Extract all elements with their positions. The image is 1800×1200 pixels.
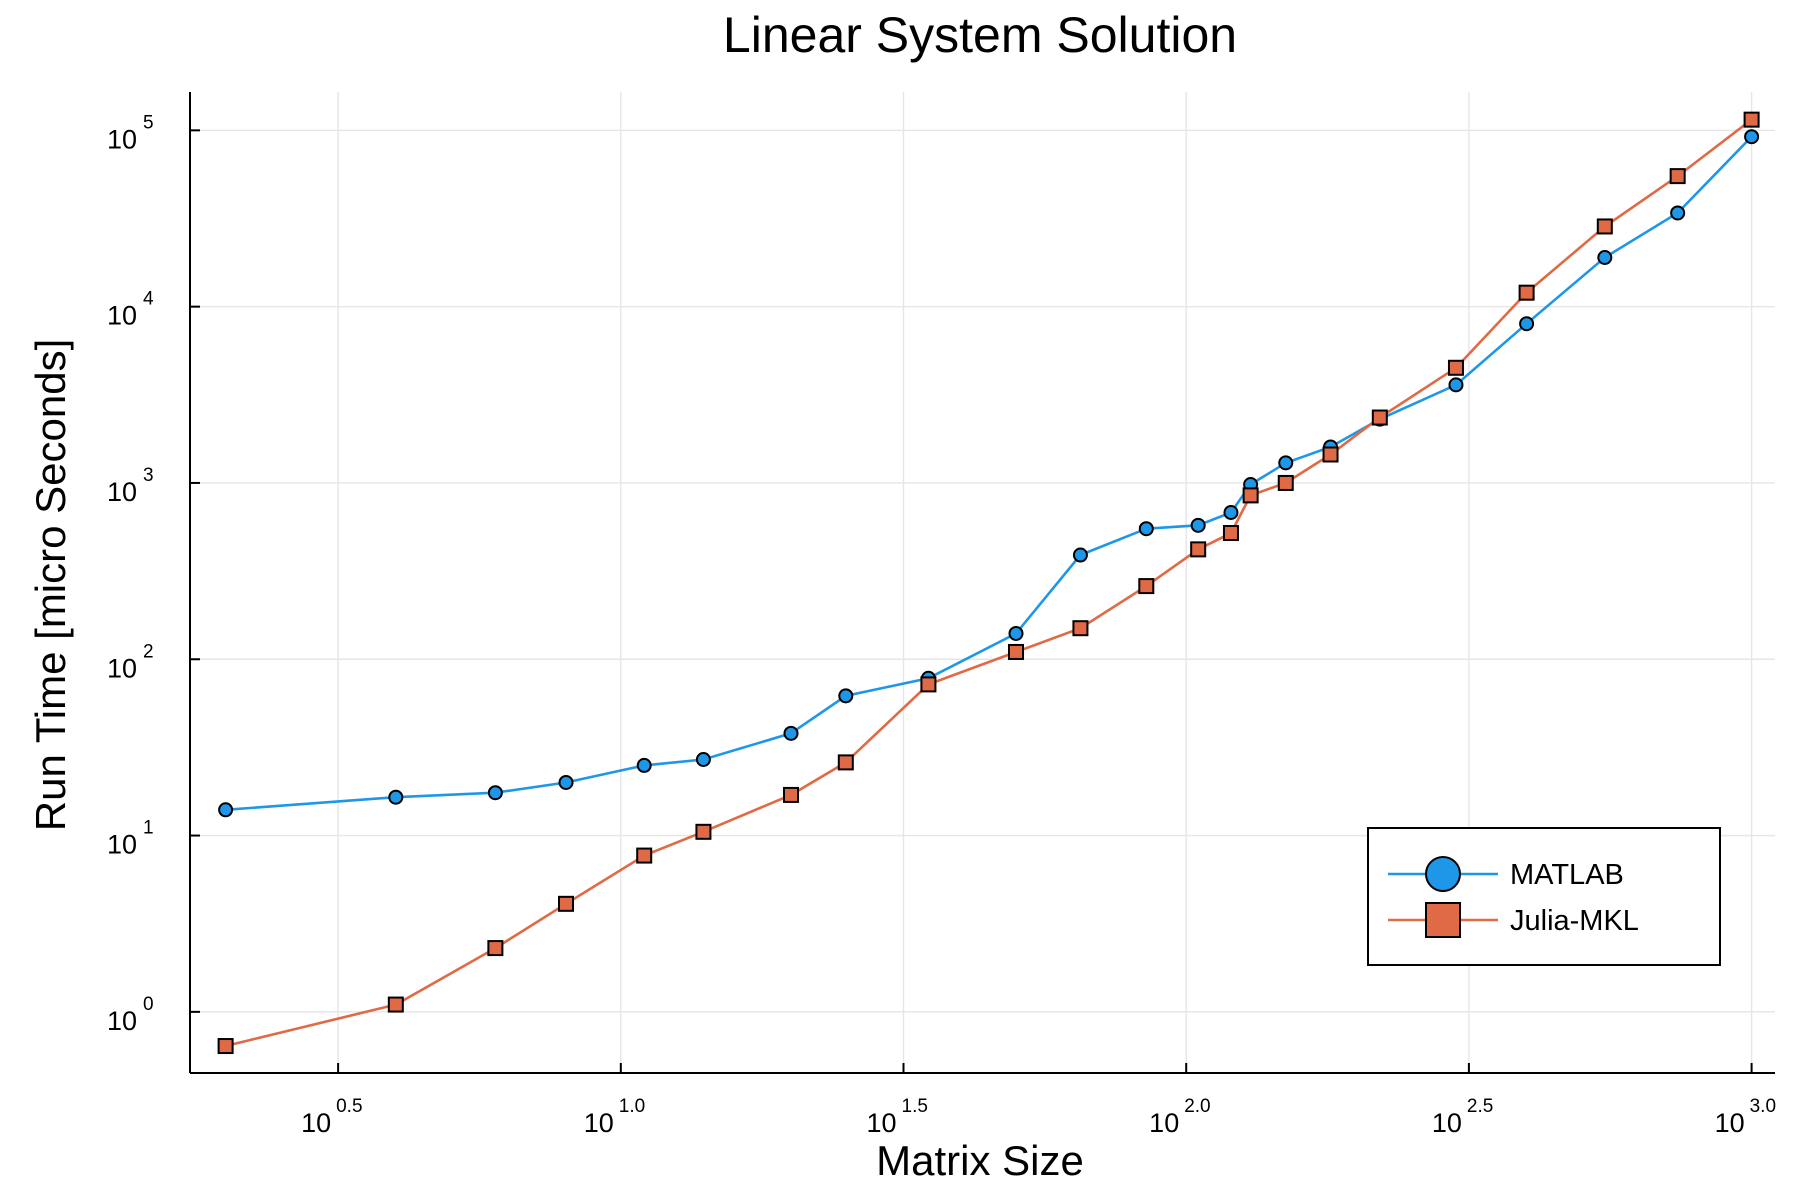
data-point-matlab xyxy=(1448,377,1464,393)
data-point-matlab xyxy=(838,688,854,704)
legend-label-matlab: MATLAB xyxy=(1510,859,1624,891)
y-tick-label: 10 xyxy=(107,653,137,683)
series-matlab xyxy=(218,129,1760,818)
x-tick-label: 10 xyxy=(584,1108,614,1138)
series-group xyxy=(217,111,1760,1055)
grid-lines xyxy=(190,92,1775,1073)
x-tick-exponent: 2.0 xyxy=(1184,1096,1210,1117)
y-tick-label: 10 xyxy=(107,301,137,331)
x-tick-label: 10 xyxy=(1149,1108,1179,1138)
data-point-matlab xyxy=(218,802,234,818)
data-point-matlab xyxy=(558,774,574,790)
data-point-julia-mkl xyxy=(387,996,404,1013)
x-tick-label: 10 xyxy=(866,1108,896,1138)
data-point-julia-mkl xyxy=(1277,474,1294,491)
y-axis-label: Run Time [micro Seconds] xyxy=(27,339,74,832)
y-tick-exponent: 1 xyxy=(143,818,154,839)
data-point-matlab xyxy=(388,789,404,805)
data-point-julia-mkl xyxy=(1190,541,1207,558)
data-point-julia-mkl xyxy=(487,940,504,957)
data-point-matlab xyxy=(1190,517,1206,533)
data-point-julia-mkl xyxy=(1669,168,1686,185)
data-point-julia-mkl xyxy=(1743,111,1760,128)
y-axis-ticks: 10 0 10 1 10 2 10 3 10 4 10 5 xyxy=(107,112,200,1036)
axes xyxy=(189,92,1775,1074)
data-point-julia-mkl xyxy=(558,895,575,912)
y-tick-exponent: 4 xyxy=(143,289,154,310)
series-line-matlab xyxy=(225,135,1753,812)
data-point-julia-mkl xyxy=(1072,620,1089,637)
y-tick-label: 10 xyxy=(107,124,137,154)
data-point-julia-mkl xyxy=(1242,487,1259,504)
y-tick-label: 10 xyxy=(107,830,137,860)
data-point-julia-mkl xyxy=(837,754,854,771)
x-tick-exponent: 1.5 xyxy=(902,1096,928,1117)
x-axis-label: Matrix Size xyxy=(876,1137,1084,1184)
x-tick-label: 10 xyxy=(301,1108,331,1138)
data-point-matlab xyxy=(695,752,711,768)
data-point-matlab xyxy=(1008,625,1024,641)
data-point-matlab xyxy=(487,785,503,801)
data-point-julia-mkl xyxy=(920,676,937,693)
x-tick-exponent: 2.5 xyxy=(1467,1096,1493,1117)
legend-box xyxy=(1367,827,1721,966)
data-point-matlab xyxy=(1597,250,1613,266)
y-tick-exponent: 0 xyxy=(143,994,154,1015)
data-point-matlab xyxy=(1223,504,1239,520)
legend: MATLAB Julia-MKL xyxy=(1367,827,1721,966)
data-point-julia-mkl xyxy=(695,823,712,840)
data-point-julia-mkl xyxy=(217,1038,234,1055)
series-julia-mkl xyxy=(217,111,1760,1055)
data-point-julia-mkl xyxy=(636,847,653,864)
data-point-julia-mkl xyxy=(1447,359,1464,376)
data-point-julia-mkl xyxy=(1222,525,1239,542)
data-point-matlab xyxy=(1670,205,1686,221)
y-tick-label: 10 xyxy=(107,1006,137,1036)
data-point-julia-mkl xyxy=(1008,643,1025,660)
data-point-julia-mkl xyxy=(783,786,800,803)
data-point-julia-mkl xyxy=(1322,446,1339,463)
data-point-julia-mkl xyxy=(1518,284,1535,301)
chart-title: Linear System Solution xyxy=(723,7,1237,63)
y-tick-label: 10 xyxy=(107,477,137,507)
x-tick-exponent: 1.0 xyxy=(619,1096,645,1117)
x-tick-exponent: 0.5 xyxy=(336,1096,362,1117)
data-point-matlab xyxy=(1072,547,1088,563)
data-point-julia-mkl xyxy=(1371,409,1388,426)
x-tick-exponent: 3.0 xyxy=(1750,1096,1776,1117)
data-point-matlab xyxy=(1138,521,1154,537)
y-tick-exponent: 3 xyxy=(143,465,154,486)
legend-marker-julia-mkl xyxy=(1425,902,1461,938)
data-point-matlab xyxy=(1519,316,1535,332)
data-point-matlab xyxy=(783,725,799,741)
data-point-matlab xyxy=(1278,455,1294,471)
data-point-matlab xyxy=(636,757,652,773)
legend-label-julia-mkl: Julia-MKL xyxy=(1510,905,1639,937)
data-point-julia-mkl xyxy=(1596,218,1613,235)
data-point-julia-mkl xyxy=(1138,578,1155,595)
x-tick-label: 10 xyxy=(1432,1108,1462,1138)
y-tick-exponent: 2 xyxy=(143,641,154,662)
data-point-matlab xyxy=(1744,129,1760,145)
legend-marker-matlab xyxy=(1425,856,1461,892)
x-tick-label: 10 xyxy=(1715,1108,1745,1138)
y-tick-exponent: 5 xyxy=(143,112,154,133)
